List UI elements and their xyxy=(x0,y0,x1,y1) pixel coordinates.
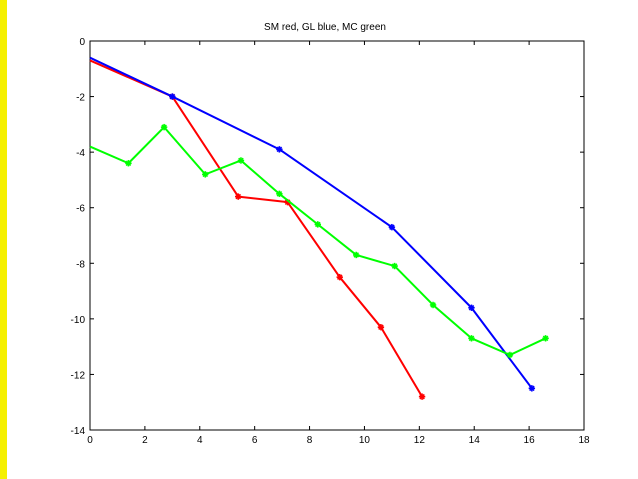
y-tick-label: -4 xyxy=(76,148,85,159)
chart-title: SM red, GL blue, MC green xyxy=(264,22,386,33)
data-point-marker xyxy=(418,393,426,400)
data-point-marker xyxy=(276,146,283,153)
x-tick-label: 8 xyxy=(307,435,313,446)
data-point-marker xyxy=(235,193,242,200)
data-point-marker xyxy=(468,304,475,311)
data-point-marker xyxy=(429,301,437,309)
x-tick-label: 4 xyxy=(197,435,203,446)
data-point-marker xyxy=(542,335,549,342)
plot-area-box xyxy=(89,40,585,431)
x-tick-label: 10 xyxy=(359,435,371,446)
y-tick-label: -12 xyxy=(71,370,86,381)
data-point-marker xyxy=(353,251,360,259)
data-point-marker xyxy=(528,385,536,392)
y-tick-label: -2 xyxy=(76,93,85,104)
axes: 0 2 4 6 8 10 12 14 16 18 0 -2 -4 -6 -8 -10 -12 -14 xyxy=(71,37,590,446)
x-tick-label: 2 xyxy=(142,435,148,446)
data-point-marker xyxy=(506,351,514,359)
y-tick-label: 0 xyxy=(79,37,85,48)
data-point-marker xyxy=(237,157,245,164)
figure-window: SM red, GL blue, MC green 0 2 4 6 8 10 12 14 16 1… xyxy=(7,0,638,479)
x-tick-label: 18 xyxy=(578,435,590,446)
data-point-marker xyxy=(160,123,168,131)
series-group xyxy=(89,56,549,400)
data-point-marker xyxy=(169,93,176,100)
y-tick-label: -6 xyxy=(76,204,85,215)
data-point-marker xyxy=(377,323,385,331)
x-tick-label: 16 xyxy=(524,435,536,446)
left-edge-stripe xyxy=(0,0,7,479)
data-point-marker xyxy=(202,171,209,178)
x-tick-label: 0 xyxy=(87,435,93,446)
data-point-marker xyxy=(336,273,343,281)
x-tick-label: 12 xyxy=(414,435,426,446)
x-tick-label: 6 xyxy=(252,435,258,446)
series-1 xyxy=(89,56,536,392)
y-tick-label: -10 xyxy=(71,315,86,326)
data-point-marker xyxy=(468,335,475,342)
series-2 xyxy=(89,123,549,359)
line-chart: SM red, GL blue, MC green 0 2 4 6 8 10 12 14 16 1… xyxy=(71,22,590,446)
data-point-marker xyxy=(388,223,396,231)
data-point-marker xyxy=(125,160,132,167)
data-point-marker xyxy=(276,190,283,198)
y-tick-label: -8 xyxy=(76,259,85,270)
y-tick-label: -14 xyxy=(71,426,86,437)
data-point-marker xyxy=(314,221,321,228)
data-point-marker xyxy=(391,262,398,270)
x-tick-label: 14 xyxy=(469,435,481,446)
series-line xyxy=(89,56,533,389)
